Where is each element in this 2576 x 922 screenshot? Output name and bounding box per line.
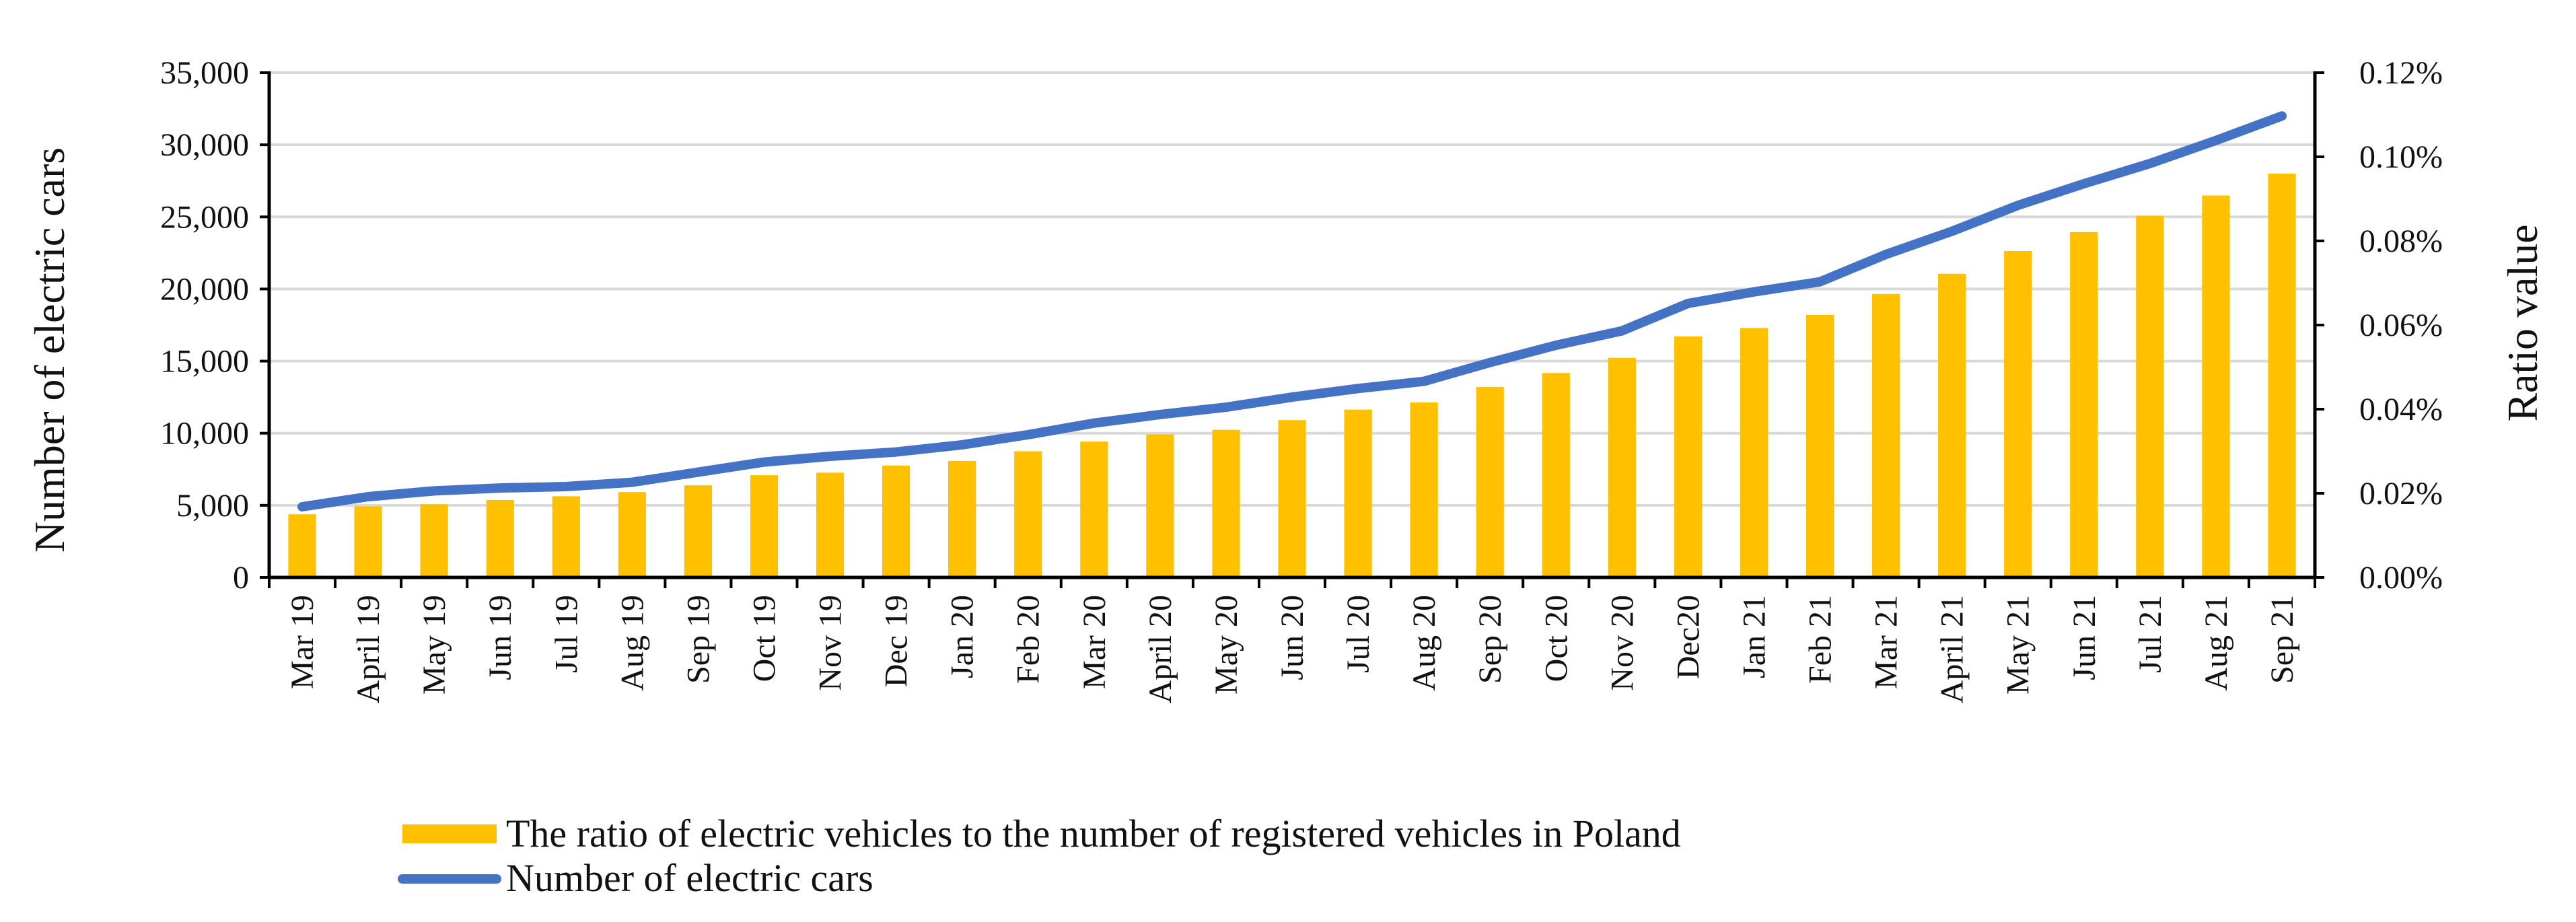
ratio-bar	[1278, 420, 1306, 577]
left-tick-label: 15,000	[160, 344, 249, 380]
x-tick-label: Jan 20	[945, 595, 980, 678]
ratio-bar	[1674, 336, 1702, 577]
x-tick-label: Nov 20	[1604, 595, 1640, 691]
ratio-bar	[1344, 409, 1372, 577]
right-tick-label: 0.12%	[2359, 55, 2443, 91]
left-tick-label: 20,000	[160, 271, 249, 307]
right-axis-title: Ratio value	[2499, 224, 2546, 421]
right-axis-ticks: 0.00% 0.02% 0.04% 0.06% 0.08% 0.10% 0.12%	[2359, 55, 2443, 596]
ratio-bar	[882, 465, 910, 577]
legend: The ratio of electric vehicles to the nu…	[398, 812, 1681, 900]
x-tick-label: Sep 20	[1472, 595, 1508, 684]
x-tick-label: Dec20	[1670, 595, 1706, 679]
legend-line-label: Number of electric cars	[506, 856, 873, 900]
ratio-bar	[354, 506, 382, 577]
x-tick-label: Mar 20	[1077, 595, 1112, 689]
x-tick-label: April 20	[1143, 595, 1178, 703]
ratio-bar	[1080, 441, 1108, 577]
ratio-bar	[2004, 251, 2032, 577]
x-tick-label: Dec 19	[879, 595, 915, 687]
x-tick-label: Oct 19	[746, 595, 782, 682]
x-tick-label: Jan 21	[1736, 595, 1772, 678]
ratio-bars	[288, 174, 2296, 577]
left-tick-label: 30,000	[160, 127, 249, 163]
ratio-bar	[1871, 293, 1900, 577]
ratio-bar	[1014, 451, 1042, 577]
right-tick-label: 0.08%	[2359, 223, 2443, 259]
left-axis-ticks: 0 5,000 10,000 15,000 20,000 25,000 30,000 35,0…	[160, 55, 249, 596]
x-tick-label: April 19	[351, 595, 386, 703]
x-tick-label: April 21	[1935, 595, 1970, 703]
right-tick-label: 0.10%	[2359, 139, 2443, 175]
x-tick-label: May 20	[1209, 595, 1244, 695]
ratio-bar	[1146, 434, 1174, 577]
x-tick-label: Jul 19	[548, 595, 584, 673]
left-tick-label: 35,000	[160, 55, 249, 91]
x-tick-label: Sep 21	[2264, 595, 2300, 684]
ratio-bar	[552, 496, 580, 577]
ratio-bar	[486, 500, 514, 577]
ratio-bar	[1542, 373, 1570, 577]
ratio-bar	[2202, 195, 2230, 577]
axes	[260, 71, 2324, 588]
x-tick-label: Aug 19	[614, 595, 650, 691]
legend-bar-label: The ratio of electric vehicles to the nu…	[506, 812, 1681, 855]
x-tick-label: Jul 20	[1340, 595, 1376, 673]
left-tick-label: 0	[233, 560, 249, 596]
x-tick-label: Aug 21	[2198, 595, 2234, 691]
left-axis-title: Number of electric cars	[26, 147, 73, 553]
ratio-bar	[1938, 273, 1966, 577]
ratio-bar	[816, 472, 845, 577]
right-tick-label: 0.06%	[2359, 308, 2443, 343]
electric-cars-line-path	[297, 111, 2287, 511]
ratio-bar	[948, 460, 976, 577]
right-tick-label: 0.04%	[2359, 392, 2443, 427]
ratio-bar	[684, 485, 713, 577]
left-tick-label: 25,000	[160, 199, 249, 235]
right-tick-label: 0.00%	[2359, 560, 2443, 596]
x-tick-label: Jun 19	[482, 595, 518, 680]
ratio-bar	[1740, 328, 1768, 577]
ratio-bar	[2136, 215, 2164, 577]
x-tick-label: Mar 19	[285, 595, 320, 689]
ratio-bar	[288, 514, 316, 577]
ratio-bar	[1476, 386, 1504, 577]
ratio-bar	[1410, 402, 1438, 577]
x-axis-ticks: Mar 19 April 19 May 19 Jun 19 Jul 19 Aug 19 Se…	[285, 595, 2300, 703]
x-tick-label: May 19	[417, 595, 452, 695]
ratio-bar	[1212, 429, 1240, 577]
ratio-bar	[618, 492, 646, 577]
ratio-bar	[2070, 232, 2098, 577]
x-tick-label: Feb 21	[1803, 595, 1838, 684]
legend-bar-swatch	[402, 824, 497, 843]
ratio-bar	[1805, 315, 1834, 577]
x-tick-label: May 21	[2001, 595, 2036, 695]
ratio-bar	[1608, 357, 1636, 577]
ratio-bar	[2268, 174, 2296, 577]
x-tick-label: Oct 20	[1538, 595, 1574, 682]
ratio-bar	[420, 504, 448, 577]
right-tick-label: 0.02%	[2359, 476, 2443, 511]
gridlines	[269, 71, 2315, 507]
x-tick-label: Nov 19	[813, 595, 849, 691]
left-tick-label: 10,000	[160, 416, 249, 452]
x-tick-label: Feb 20	[1011, 595, 1046, 684]
x-tick-label: Aug 20	[1406, 595, 1442, 691]
x-tick-label: Jul 21	[2133, 595, 2168, 673]
x-tick-label: Sep 19	[680, 595, 716, 684]
x-tick-label: Jun 20	[1275, 595, 1310, 680]
left-tick-label: 5,000	[176, 488, 249, 524]
x-tick-label: Jun 21	[2067, 595, 2102, 680]
x-tick-label: Mar 21	[1869, 595, 1904, 689]
ratio-bar	[750, 475, 779, 577]
electric-cars-line	[297, 111, 2287, 511]
